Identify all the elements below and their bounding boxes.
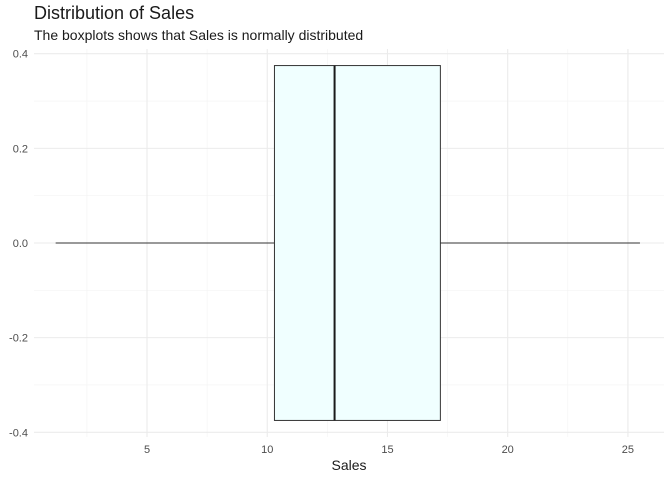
y-tick-label: 0.2 <box>13 143 28 155</box>
y-axis-ticks: -0.4 -0.2 0.0 0.2 0.4 <box>9 49 28 440</box>
x-axis-title: Sales <box>331 457 366 473</box>
chart-title: Distribution of Sales <box>34 3 195 23</box>
x-tick-label: 5 <box>144 444 150 456</box>
y-tick-label: 0.0 <box>13 238 28 250</box>
x-tick-label: 10 <box>261 444 273 456</box>
x-tick-label: 20 <box>502 444 514 456</box>
iqr-box <box>273 65 441 421</box>
x-tick-label: 15 <box>381 444 393 456</box>
x-tick-label: 25 <box>622 444 634 456</box>
chart-subtitle: The boxplots shows that Sales is normall… <box>34 27 364 43</box>
y-tick-label: 0.4 <box>13 49 28 61</box>
y-tick-label: -0.4 <box>9 427 28 439</box>
plot-area <box>55 65 640 421</box>
x-axis-ticks: 5 10 15 20 25 <box>144 444 634 456</box>
y-tick-label: -0.2 <box>9 333 28 345</box>
